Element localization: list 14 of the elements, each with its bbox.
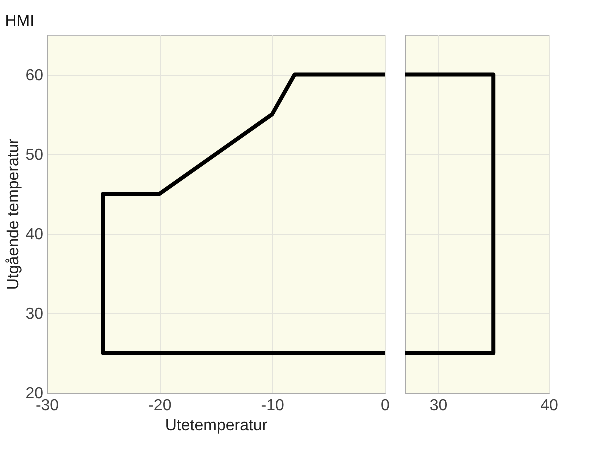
x-axis-title: Utetemperatur [165, 418, 268, 434]
y-tick-label: 40 [26, 226, 44, 244]
line-series [101, 72, 385, 356]
y-tick-label: 30 [26, 306, 44, 323]
x-tick-label: 40 [540, 398, 558, 414]
x-tick-label: -20 [148, 398, 172, 414]
y-tick-label: 50 [26, 146, 44, 164]
x-tick-label: 30 [430, 398, 448, 414]
chart-title: HMI [5, 13, 35, 30]
x-tick-label: -30 [36, 398, 60, 414]
x-tick-label: -10 [261, 398, 284, 414]
y-tick-label: 60 [26, 67, 44, 84]
y-axis-title: Utgående temperatur [6, 138, 23, 290]
x-tick-label: 0 [381, 398, 390, 414]
